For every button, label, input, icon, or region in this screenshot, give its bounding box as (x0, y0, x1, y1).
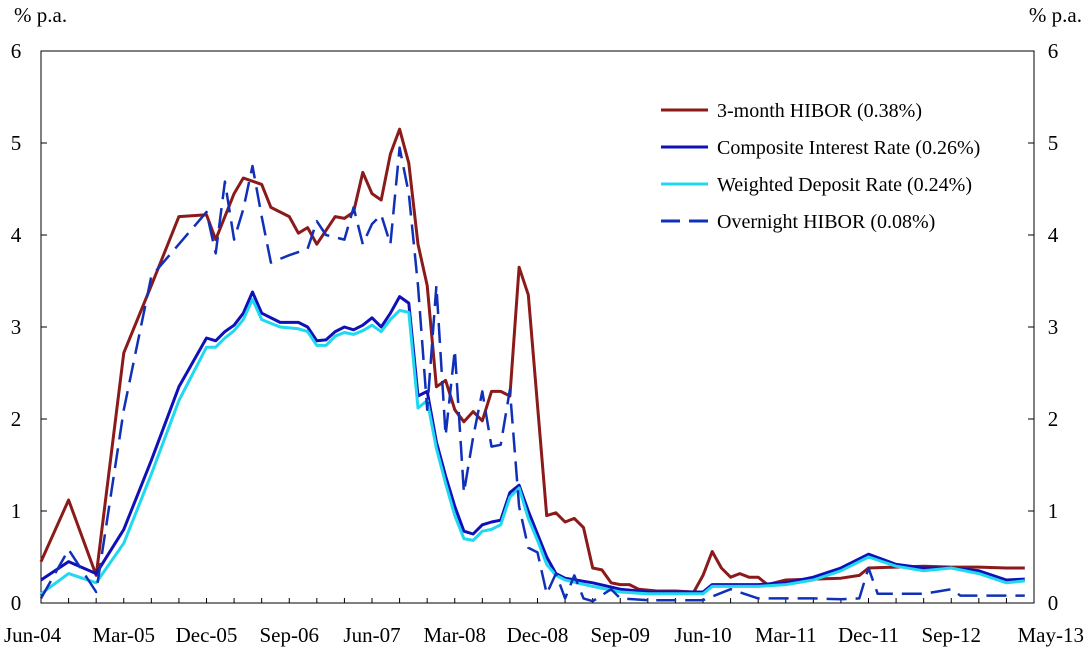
y-ticks: 0 0 1 1 2 2 3 3 4 4 5 5 6 6 (11, 39, 1059, 615)
x-tick-label: Sep-06 (260, 623, 320, 647)
y-tick-label-right: 2 (1048, 407, 1059, 431)
legend: 3-month HIBOR (0.38%) Composite Interest … (661, 100, 980, 233)
x-tick-label: Dec-08 (507, 623, 569, 647)
x-tick-label: Mar-11 (755, 623, 817, 647)
x-tick-label: Jun-10 (674, 623, 731, 647)
x-tick-label: May-13 (1018, 623, 1085, 647)
x-tick-label: Sep-09 (591, 623, 651, 647)
legend-label-4: Overnight HIBOR (0.08%) (717, 211, 935, 233)
x-tick-label: Jun-07 (343, 623, 400, 647)
y-tick-label-left: 2 (11, 407, 22, 431)
x-tick-label: Sep-12 (922, 623, 982, 647)
x-tick-label: Dec-11 (838, 623, 899, 647)
y-tick-label-left: 5 (11, 131, 22, 155)
x-tick-label: Mar-05 (92, 623, 155, 647)
series-line-1 (39, 127, 1025, 594)
y-tick-label-left: 6 (11, 39, 22, 63)
x-tick-label: Dec-05 (176, 623, 238, 647)
legend-label-2: Composite Interest Rate (0.26%) (717, 137, 980, 159)
y-tick-label-left: 1 (11, 499, 22, 523)
y-axis-title-left: % p.a. (14, 3, 68, 27)
x-tick-label: Mar-08 (423, 623, 486, 647)
plot-area (40, 50, 1035, 604)
series-line-2 (40, 290, 1025, 594)
x-ticks: Jun-04 Mar-05 Dec-05 Sep-06 Jun-07 Mar-08 Dec-… (4, 598, 1084, 647)
y-axis-title-right: % p.a. (1028, 3, 1082, 27)
y-tick-label-left: 3 (11, 315, 22, 339)
x-tick-label: Jun-04 (4, 623, 62, 647)
y-tick-label-right: 6 (1048, 39, 1059, 63)
legend-label-3: Weighted Deposit Rate (0.24%) (717, 174, 972, 196)
series-line-4 (39, 146, 1025, 603)
y-tick-label-right: 4 (1048, 223, 1059, 247)
legend-label-1: 3-month HIBOR (0.38%) (717, 100, 922, 122)
y-tick-label-right: 1 (1048, 499, 1059, 523)
series-lines (39, 127, 1025, 603)
y-tick-label-right: 0 (1048, 591, 1059, 615)
y-tick-label-left: 0 (11, 591, 22, 615)
series-line-3 (40, 297, 1025, 596)
y-tick-label-right: 3 (1048, 315, 1059, 339)
y-tick-label-right: 5 (1048, 131, 1059, 155)
y-tick-label-left: 4 (11, 223, 22, 247)
